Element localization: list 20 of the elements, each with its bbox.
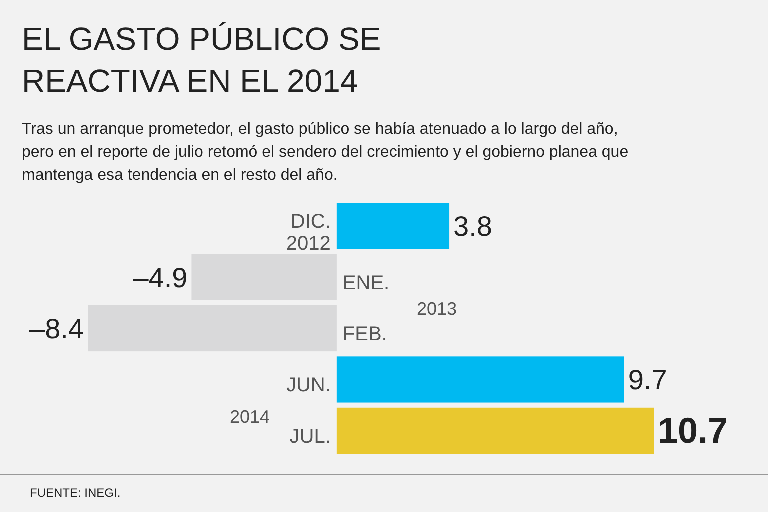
data-label: –4.9 (133, 262, 188, 294)
bar (88, 305, 337, 352)
data-label: 9.7 (628, 364, 668, 396)
annotation: 2013 (416, 299, 458, 319)
y-tick-label: FEB. (342, 324, 388, 346)
chart-subtitle: Tras un arranque prometedor, el gasto público se había atenuado a lo largo del año, pero en el reporte de julio retomó el sendero del crecimiento y el gobierno planea que mantenga esa tendencia en el resto del año. (22, 121, 629, 184)
data-label: –8.4 (30, 314, 84, 344)
bar (192, 254, 337, 300)
y-tick-label: JUN. (286, 374, 331, 397)
data-label: 10.7 (658, 410, 728, 451)
data-label: 3.8 (454, 211, 492, 242)
bar (336, 203, 450, 250)
annotation: 2014 (230, 407, 270, 427)
source-note: FUENTE: INEGI. (30, 486, 121, 500)
bar (336, 356, 624, 403)
y-tick-label: JUL. (290, 426, 331, 448)
bar (336, 408, 654, 454)
chart-title: EL GASTO PÚBLICO SE REACTIVA EN EL 2014 (22, 21, 382, 99)
y-tick-label: ENE. (342, 272, 390, 294)
y-tick-label: DIC. 2012 (286, 211, 331, 256)
